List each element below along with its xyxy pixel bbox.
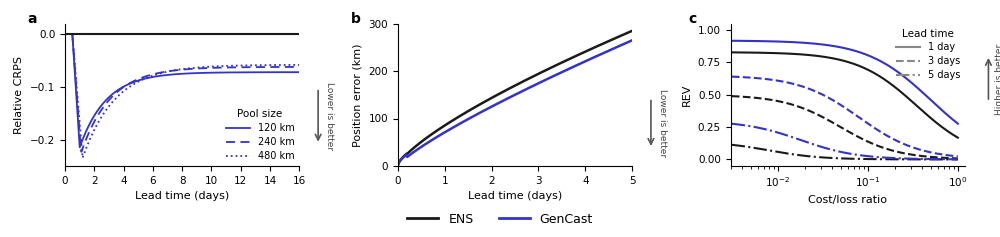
Text: Lower is better: Lower is better bbox=[325, 82, 334, 150]
X-axis label: Lead time (days): Lead time (days) bbox=[135, 191, 229, 201]
Legend: 120 km, 240 km, 480 km: 120 km, 240 km, 480 km bbox=[226, 109, 295, 161]
Y-axis label: Position error (km): Position error (km) bbox=[353, 43, 363, 146]
Text: Lower is better: Lower is better bbox=[658, 89, 667, 157]
Legend: 1 day, 3 days, 5 days: 1 day, 3 days, 5 days bbox=[896, 29, 960, 80]
Legend: ENS, GenCast: ENS, GenCast bbox=[402, 208, 598, 231]
Text: c: c bbox=[688, 12, 697, 26]
Text: b: b bbox=[351, 12, 361, 26]
X-axis label: Lead time (days): Lead time (days) bbox=[468, 191, 562, 201]
Text: Higher is better: Higher is better bbox=[995, 44, 1000, 115]
Text: a: a bbox=[28, 12, 37, 26]
Y-axis label: REV: REV bbox=[682, 84, 692, 106]
X-axis label: Cost/loss ratio: Cost/loss ratio bbox=[808, 195, 887, 205]
Y-axis label: Relative CRPS: Relative CRPS bbox=[14, 56, 24, 134]
